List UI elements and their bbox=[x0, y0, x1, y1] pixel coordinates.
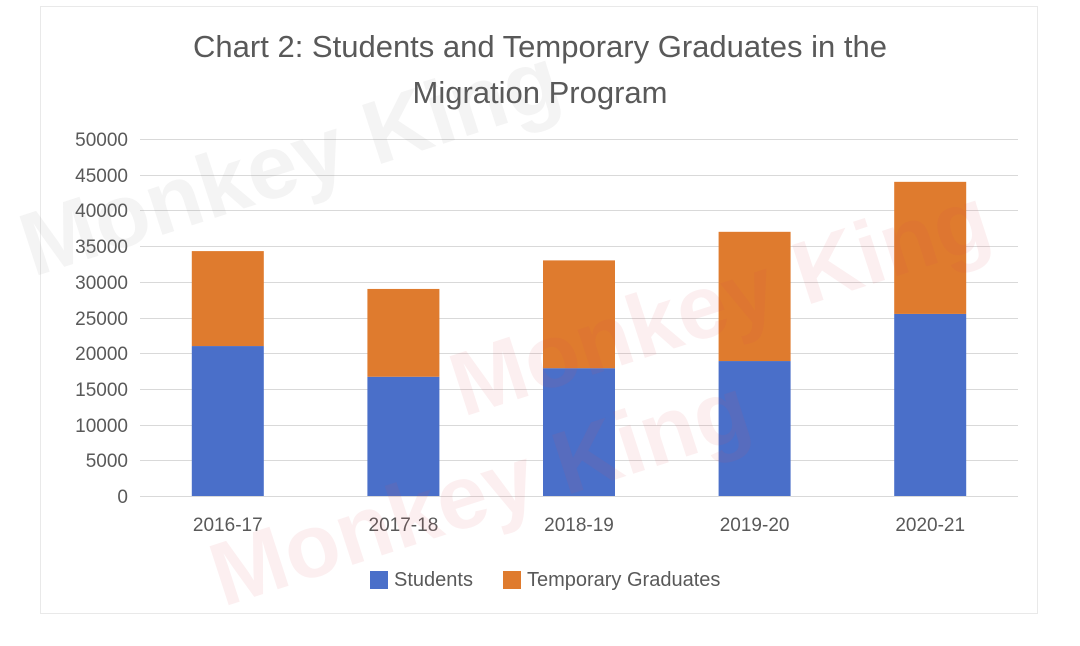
bar-temporary-graduates-2020-21 bbox=[894, 181, 967, 314]
legend: Students Temporary Graduates bbox=[370, 568, 720, 592]
legend-label-temporary-graduates: Temporary Graduates bbox=[526, 568, 721, 591]
y-tick-label: 30000 bbox=[75, 273, 128, 294]
x-tick-label: 2016-17 bbox=[193, 515, 263, 536]
x-tick-label: 2020-21 bbox=[895, 515, 965, 536]
bar-temporary-graduates-2018-19 bbox=[543, 260, 615, 369]
y-tick-label: 45000 bbox=[75, 166, 128, 187]
legend-swatch-students bbox=[370, 571, 388, 589]
legend-item-temporary-graduates: Temporary Graduates bbox=[502, 568, 721, 592]
y-tick-label: 10000 bbox=[75, 416, 128, 437]
bar-temporary-graduates-2016-17 bbox=[191, 251, 264, 347]
y-tick-label: 40000 bbox=[75, 201, 128, 222]
chart-title: Chart 2: Students and Temporary Graduate… bbox=[193, 29, 887, 110]
legend-label-students: Students bbox=[394, 568, 473, 591]
y-tick-label: 50000 bbox=[75, 130, 128, 151]
x-tick-label: 2018-19 bbox=[544, 515, 614, 536]
y-tick-label: 5000 bbox=[86, 451, 128, 472]
bar-temporary-graduates-2017-18 bbox=[367, 288, 440, 377]
bar-students-2020-21 bbox=[894, 313, 967, 496]
bar-students-2016-17 bbox=[191, 346, 264, 496]
x-tick-label: 2017-18 bbox=[369, 515, 439, 536]
legend-swatch-temporary-graduates bbox=[502, 571, 521, 589]
bar-students-2018-19 bbox=[543, 368, 615, 496]
bar-students-2019-20 bbox=[718, 361, 791, 496]
y-tick-label: 35000 bbox=[75, 237, 128, 258]
chart-frame bbox=[40, 6, 1038, 614]
bar-students-2017-18 bbox=[367, 376, 440, 496]
y-tick-label: 0 bbox=[117, 487, 128, 508]
legend-item-students: Students bbox=[370, 569, 473, 592]
y-tick-label: 15000 bbox=[75, 380, 128, 401]
y-tick-label: 25000 bbox=[75, 309, 128, 330]
bar-temporary-graduates-2019-20 bbox=[718, 231, 791, 362]
x-tick-label: 2019-20 bbox=[720, 515, 790, 536]
y-tick-label: 20000 bbox=[75, 344, 128, 365]
